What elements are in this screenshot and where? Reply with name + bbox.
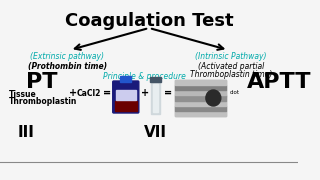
- Bar: [175, 80, 226, 116]
- Text: Thromboplastin time): Thromboplastin time): [190, 70, 272, 79]
- Text: VII: VII: [144, 125, 167, 140]
- Text: (Prothombin time): (Prothombin time): [28, 62, 107, 71]
- Bar: [120, 76, 132, 82]
- Circle shape: [206, 90, 221, 106]
- Bar: [151, 82, 160, 114]
- Bar: [175, 90, 226, 95]
- Bar: [115, 101, 137, 111]
- Text: Thromboplastin: Thromboplastin: [9, 97, 78, 106]
- Text: Tissue: Tissue: [9, 90, 37, 99]
- Text: CaCl2: CaCl2: [76, 89, 101, 98]
- Text: Coagulation Test: Coagulation Test: [65, 12, 233, 30]
- FancyBboxPatch shape: [113, 81, 139, 113]
- Bar: [175, 85, 226, 90]
- Bar: [175, 80, 226, 85]
- Bar: [175, 101, 226, 106]
- Bar: [175, 111, 226, 116]
- Text: clot: clot: [224, 90, 240, 97]
- Text: =: =: [103, 88, 111, 98]
- Text: III: III: [18, 125, 35, 140]
- Bar: [116, 90, 136, 100]
- Text: (Activated partial: (Activated partial: [198, 62, 264, 71]
- Bar: [175, 106, 226, 111]
- Text: +: +: [68, 88, 77, 98]
- Bar: [175, 95, 226, 101]
- Text: +: +: [141, 88, 149, 98]
- Text: (Intrinsic Pathway): (Intrinsic Pathway): [195, 52, 267, 61]
- Text: APTT: APTT: [247, 72, 311, 92]
- Bar: [150, 77, 161, 82]
- Text: PT: PT: [26, 72, 58, 92]
- Text: (Extrinsic pathway): (Extrinsic pathway): [30, 52, 104, 61]
- Bar: [153, 84, 158, 112]
- Text: Principle & procedure: Principle & procedure: [103, 72, 186, 81]
- Text: =: =: [164, 88, 172, 98]
